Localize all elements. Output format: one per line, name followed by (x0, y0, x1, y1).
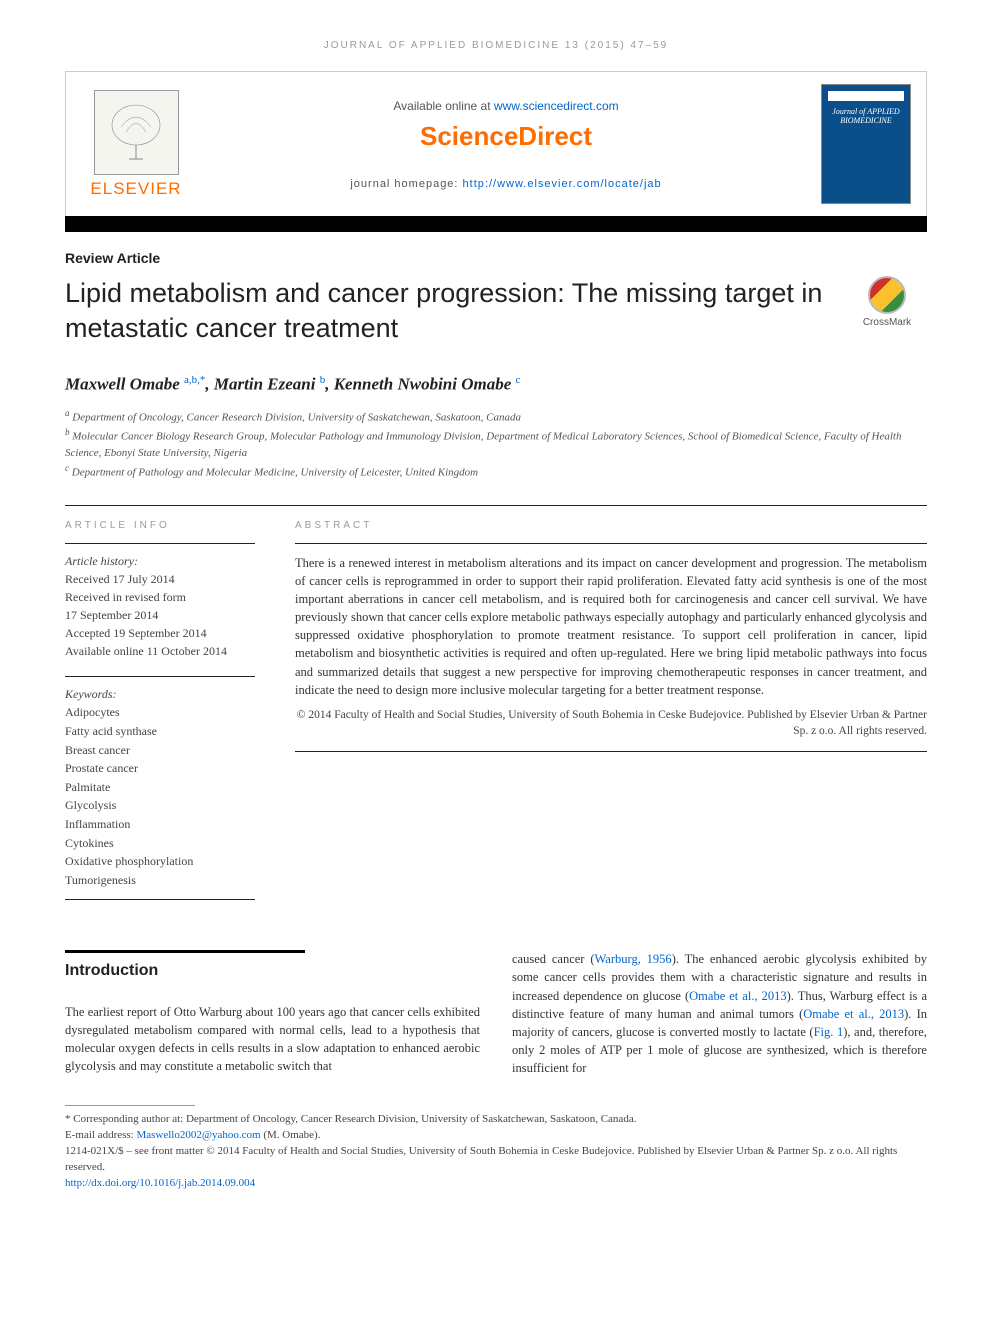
homepage-link[interactable]: http://www.elsevier.com/locate/jab (463, 178, 662, 190)
affiliation-line: b Molecular Cancer Biology Research Grou… (65, 426, 927, 462)
keyword: Tumorigenesis (65, 871, 255, 890)
article-info-heading: ARTICLE INFO (65, 506, 255, 543)
journal-homepage: journal homepage: http://www.elsevier.co… (350, 178, 661, 190)
keyword: Cytokines (65, 834, 255, 853)
available-label: Available online at (393, 99, 494, 113)
abstract-heading: ABSTRACT (295, 506, 927, 543)
keyword: Oxidative phosphorylation (65, 852, 255, 871)
elsevier-wordmark: ELSEVIER (90, 179, 181, 199)
abstract-text: There is a renewed interest in metabolis… (295, 543, 927, 699)
citation-link[interactable]: Omabe et al., 2013 (803, 1007, 904, 1021)
intro-para-left: The earliest report of Otto Warburg abou… (65, 1003, 480, 1076)
keyword: Glycolysis (65, 796, 255, 815)
introduction-heading: Introduction (65, 959, 480, 982)
sciencedirect-link[interactable]: www.sciencedirect.com (494, 99, 619, 113)
body-column-right: caused cancer (Warburg, 1956). The enhan… (512, 900, 927, 1077)
email-link[interactable]: Maswello2002@yahoo.com (136, 1129, 260, 1141)
keywords-label: Keywords: (65, 685, 255, 704)
article-title: Lipid metabolism and cancer progression:… (65, 276, 827, 346)
abstract-column: ABSTRACT There is a renewed interest in … (295, 506, 927, 901)
history-line: Accepted 19 September 2014 (65, 624, 255, 642)
intro-para-right: caused cancer (Warburg, 1956). The enhan… (512, 950, 927, 1077)
keyword: Inflammation (65, 815, 255, 834)
history-label: Article history: (65, 552, 255, 570)
crossmark-label: CrossMark (863, 317, 911, 328)
abstract-copyright: © 2014 Faculty of Health and Social Stud… (295, 707, 927, 739)
keyword: Palmitate (65, 778, 255, 797)
authors-line: Maxwell Omabe a,b,*, Martin Ezeani b, Ke… (65, 374, 927, 395)
body-column-left: Introduction The earliest report of Otto… (65, 900, 480, 1077)
abstract-bottom-rule (295, 751, 927, 752)
citation-link[interactable]: Omabe et al., 2013 (689, 989, 786, 1003)
journal-header: ELSEVIER Available online at www.science… (65, 71, 927, 216)
cover-title: Journal of APPLIED BIOMEDICINE (828, 107, 904, 125)
header-center: Available online at www.sciencedirect.co… (191, 84, 821, 204)
running-head: JOURNAL OF APPLIED BIOMEDICINE 13 (2015)… (65, 40, 927, 51)
email-line: E-mail address: Maswello2002@yahoo.com (… (65, 1128, 927, 1144)
figure-link[interactable]: Fig. 1 (814, 1025, 844, 1039)
homepage-label: journal homepage: (350, 178, 462, 190)
keywords-block: Keywords: AdipocytesFatty acid synthaseB… (65, 676, 255, 901)
article-type: Review Article (65, 250, 927, 266)
corresponding-author: * Corresponding author at: Department of… (65, 1112, 927, 1128)
article-history: Article history: Received 17 July 2014Re… (65, 543, 255, 660)
footnote-rule (65, 1105, 195, 1106)
affiliations: a Department of Oncology, Cancer Researc… (65, 407, 927, 481)
affiliation-line: c Department of Pathology and Molecular … (65, 462, 927, 481)
keyword: Fatty acid synthase (65, 722, 255, 741)
citation-link[interactable]: Warburg, 1956 (595, 952, 672, 966)
keyword: Adipocytes (65, 703, 255, 722)
journal-cover-thumbnail: Journal of APPLIED BIOMEDICINE (821, 84, 911, 204)
history-line: Available online 11 October 2014 (65, 642, 255, 660)
history-line: 17 September 2014 (65, 606, 255, 624)
doi-link[interactable]: http://dx.doi.org/10.1016/j.jab.2014.09.… (65, 1177, 255, 1189)
keyword: Prostate cancer (65, 759, 255, 778)
header-black-bar (65, 216, 927, 232)
article-info-column: ARTICLE INFO Article history: Received 1… (65, 506, 255, 901)
cover-masthead (828, 91, 904, 101)
issn-line: 1214-021X/$ – see front matter © 2014 Fa… (65, 1144, 927, 1176)
email-suffix: (M. Omabe). (261, 1129, 321, 1141)
elsevier-tree-icon (94, 90, 179, 175)
email-label: E-mail address: (65, 1129, 136, 1141)
affiliation-line: a Department of Oncology, Cancer Researc… (65, 407, 927, 426)
sciencedirect-logo: ScienceDirect (420, 121, 592, 152)
crossmark-badge[interactable]: CrossMark (847, 276, 927, 328)
history-line: Received in revised form (65, 588, 255, 606)
available-online-text: Available online at www.sciencedirect.co… (393, 99, 618, 113)
elsevier-logo: ELSEVIER (81, 84, 191, 204)
footnotes: * Corresponding author at: Department of… (65, 1112, 927, 1192)
history-line: Received 17 July 2014 (65, 570, 255, 588)
intro-divider (65, 950, 305, 953)
keyword: Breast cancer (65, 741, 255, 760)
crossmark-icon (868, 276, 906, 314)
